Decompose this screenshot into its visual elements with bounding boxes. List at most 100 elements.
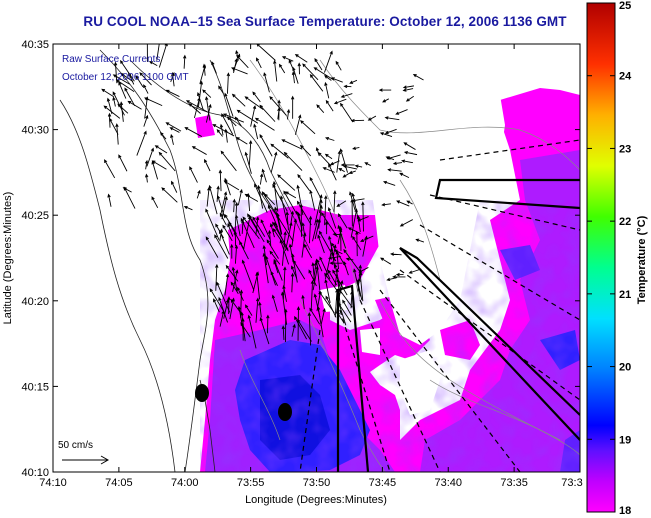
current-vector [300, 120, 316, 135]
current-vector [403, 142, 416, 150]
y-tick-label: 40:25 [21, 210, 49, 222]
current-vector [136, 130, 147, 156]
current-vector [325, 99, 334, 112]
current-vector [289, 210, 295, 229]
current-vector [183, 205, 193, 211]
current-vector [328, 235, 335, 261]
current-vector [317, 234, 325, 254]
current-vector [208, 184, 218, 215]
current-vector [382, 98, 390, 103]
current-vector [158, 151, 176, 172]
current-vector [340, 163, 355, 167]
current-vector [119, 101, 124, 122]
current-vector [331, 242, 347, 268]
current-vector [205, 96, 211, 121]
current-vector [115, 123, 119, 145]
current-vector [302, 63, 319, 81]
current-vector [224, 213, 237, 234]
current-vector [196, 189, 201, 199]
current-vector [237, 286, 244, 302]
current-vector [403, 151, 418, 156]
current-vector [333, 190, 337, 213]
current-vector [284, 191, 297, 199]
x-tick-label: 73:55 [237, 477, 265, 489]
current-vector [235, 49, 239, 61]
current-vector [315, 258, 321, 291]
current-vector [292, 66, 299, 84]
current-vector [402, 88, 414, 92]
current-vector [220, 191, 228, 216]
current-vector [329, 261, 343, 265]
current-vector [219, 228, 224, 242]
current-vector [230, 67, 248, 75]
current-vector [191, 146, 207, 155]
current-vector [270, 151, 278, 173]
current-vector [301, 294, 305, 310]
current-vector [335, 60, 342, 71]
current-vector [318, 290, 335, 314]
current-vector [309, 307, 321, 325]
current-vector [104, 159, 116, 179]
sampling-transect-boxes [336, 178, 580, 472]
y-tick-label: 40:30 [21, 125, 49, 137]
current-vector [146, 44, 148, 62]
current-vector [197, 92, 204, 111]
current-vector [227, 296, 231, 314]
current-vector [399, 172, 410, 179]
current-vector [221, 196, 228, 220]
current-vector [213, 298, 220, 313]
current-vector [250, 105, 257, 127]
current-vector [234, 201, 239, 236]
current-vector [234, 116, 242, 127]
current-vector [312, 218, 319, 242]
current-vector [241, 317, 245, 341]
current-vector [165, 89, 180, 97]
current-vector [151, 160, 159, 180]
current-vector [399, 219, 413, 227]
current-vector [247, 314, 257, 349]
current-vector [297, 173, 311, 192]
current-vector [212, 124, 235, 137]
map-title: RU COOL NOAA–15 Sea Surface Temperature:… [83, 14, 567, 29]
current-vector [308, 269, 317, 287]
current-vector [303, 243, 313, 259]
current-vector [103, 105, 121, 119]
colorbar-tick-label: 23 [619, 143, 631, 155]
y-axis-ticks: 40:35 40:30 40:25 40:20 40:15 40:10 [21, 39, 580, 479]
current-vector [260, 219, 271, 240]
current-vector [231, 93, 246, 107]
current-vector [384, 128, 397, 135]
current-vector [115, 79, 135, 92]
current-vector [183, 54, 187, 69]
current-vector [253, 123, 259, 140]
current-vector [109, 117, 119, 135]
land-masks [320, 95, 510, 415]
current-vector [322, 167, 335, 173]
current-vector [324, 81, 330, 99]
current-vector [309, 176, 322, 199]
current-vector [263, 72, 270, 93]
current-vector [118, 154, 128, 172]
current-vector [255, 297, 260, 323]
current-vector [107, 193, 112, 207]
currents-label: Raw Surface Currents [62, 54, 160, 65]
current-vector [205, 208, 220, 240]
current-vector [301, 232, 307, 258]
current-vector [395, 272, 404, 277]
y-tick-label: 40:35 [21, 39, 49, 51]
current-vector [259, 317, 270, 345]
current-vector [269, 250, 281, 265]
current-vector [235, 137, 248, 145]
current-vector [226, 72, 231, 94]
current-vector [354, 164, 363, 168]
y-axis-title: Latitude (Degrees:Minutes) [2, 192, 14, 325]
transect-dashed-lines [299, 139, 580, 472]
current-vector [387, 168, 402, 172]
colorbar-tick-label: 22 [619, 216, 631, 228]
current-vector [347, 227, 361, 234]
current-vector [356, 214, 361, 232]
current-vector [148, 61, 158, 67]
current-vector [285, 211, 289, 231]
current-vector [216, 281, 231, 313]
current-vector [324, 195, 328, 226]
